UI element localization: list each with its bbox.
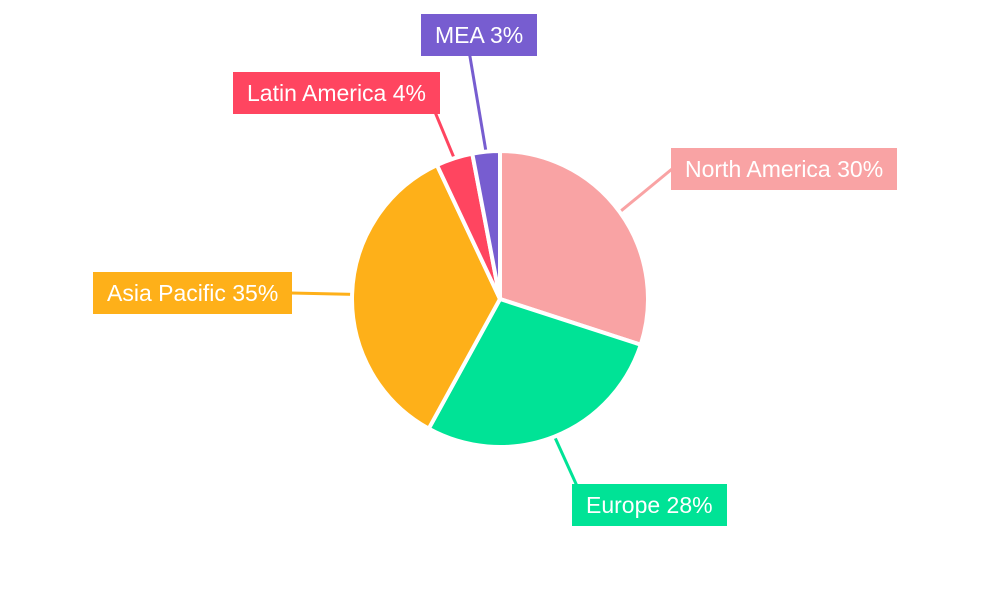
pie-label-asia-pacific: Asia Pacific 35%: [93, 272, 293, 314]
leader-line-mea: [468, 54, 488, 153]
leader-line-latin-america: [433, 111, 456, 160]
pie-slice-north-america[interactable]: [498, 149, 650, 347]
leader-line-asia-pacific: [290, 291, 354, 296]
pie-label-latin-america: Latin America 4%: [233, 72, 440, 114]
pie-label-north-america: North America 30%: [671, 148, 898, 190]
leader-line-north-america: [617, 167, 673, 214]
leader-line-europe: [552, 435, 579, 487]
pie-slice-asia-pacific[interactable]: [350, 163, 502, 431]
pie-label-europe: Europe 28%: [572, 484, 727, 526]
pie-label-mea: MEA 3%: [421, 14, 538, 56]
pie-slice-mea[interactable]: [470, 149, 502, 301]
